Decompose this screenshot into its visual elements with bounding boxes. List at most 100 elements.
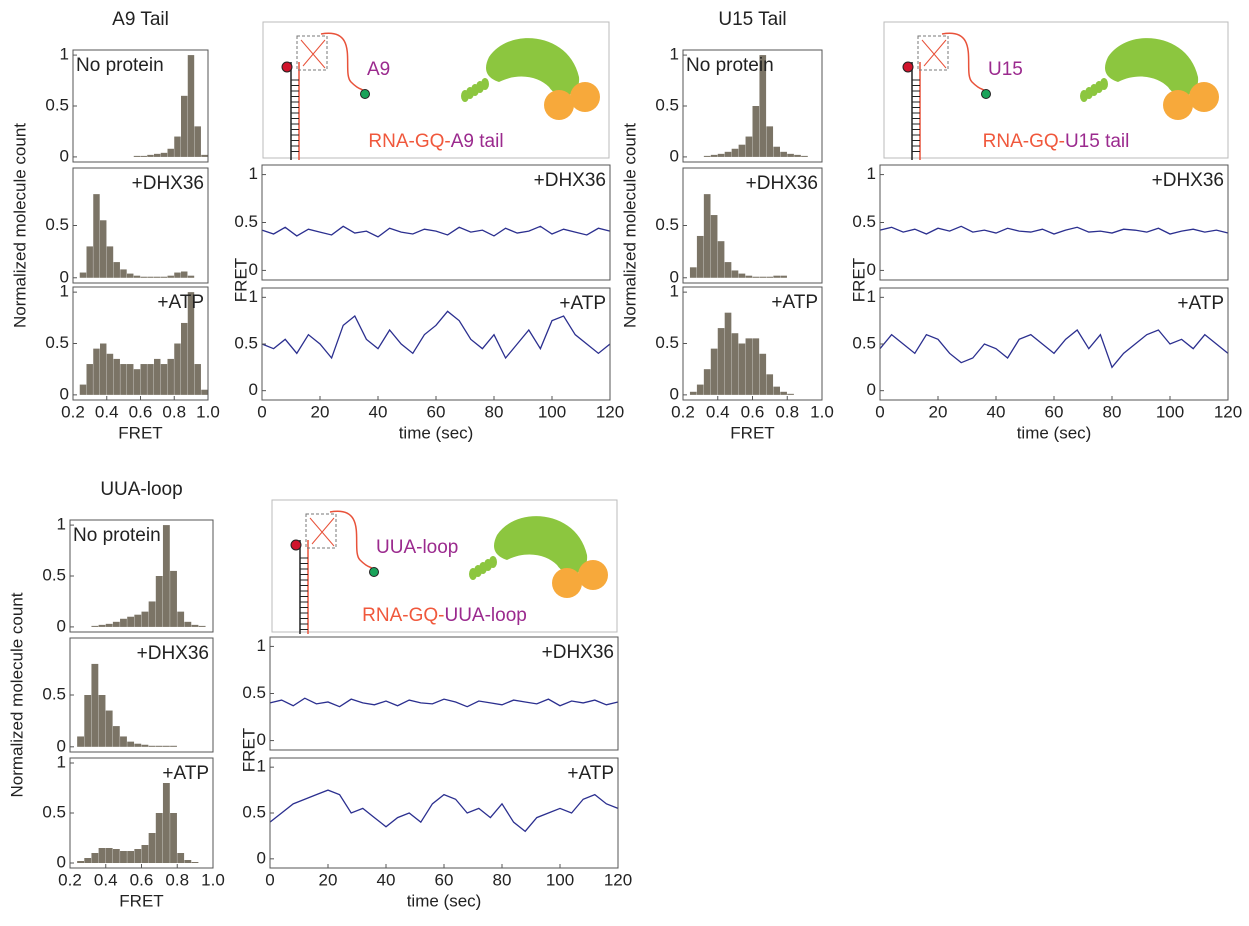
- x-tick-label: 20: [311, 402, 330, 421]
- protein-domain: [570, 82, 600, 112]
- histogram-bar: [140, 364, 147, 395]
- histogram-bar: [194, 364, 201, 395]
- condition-label: +DHX36: [542, 642, 614, 663]
- x-tick-label: 60: [427, 402, 446, 421]
- condition-label: No protein: [686, 55, 774, 76]
- histogram-bar: [745, 136, 753, 157]
- histogram-bar: [717, 153, 725, 157]
- histogram-bar: [120, 618, 127, 627]
- construct-stem: RNA-GQ-: [983, 131, 1065, 152]
- y-axis-label: Normalized molecule count: [7, 592, 26, 797]
- histogram-bar: [174, 272, 181, 278]
- histogram-bar: [113, 358, 120, 395]
- construct-stem: RNA-GQ-: [368, 131, 450, 152]
- histogram-bar: [738, 343, 746, 395]
- histogram-bar: [120, 364, 127, 395]
- y-tick-label: 0.5: [655, 333, 679, 352]
- condition-label: +ATP: [771, 292, 818, 313]
- histogram-bar: [100, 220, 107, 278]
- dhx36-protein: [494, 516, 588, 574]
- histogram-bar: [112, 726, 120, 747]
- y-axis-label: Normalized molecule count: [10, 123, 29, 328]
- acceptor-dye: [902, 61, 914, 73]
- x-tick-label: 80: [1103, 402, 1122, 421]
- histogram-bar: [801, 155, 808, 157]
- x-tick-label: 120: [1214, 402, 1242, 421]
- histogram-bar: [689, 267, 697, 278]
- histogram-bar: [105, 848, 113, 863]
- y-tick-label: 1: [867, 287, 876, 306]
- histogram-bar: [731, 270, 739, 278]
- histogram-bar: [148, 833, 156, 863]
- histogram-bar: [689, 391, 697, 395]
- y-tick-label: 0.5: [655, 95, 679, 114]
- histogram-bar: [745, 275, 753, 278]
- protein-domain: [544, 90, 574, 120]
- histogram-bar: [148, 745, 156, 747]
- condition-label: +ATP: [567, 763, 614, 784]
- histogram-bar: [79, 384, 87, 395]
- histogram-bar: [120, 851, 127, 863]
- x-tick-label: 0.6: [741, 402, 765, 421]
- histogram-bar: [696, 235, 704, 278]
- y-tick-label: 1: [60, 45, 69, 64]
- histogram-bar: [86, 364, 93, 395]
- histogram-bar: [155, 813, 163, 863]
- x-tick-label: 1.0: [196, 402, 220, 421]
- histogram-bar: [724, 312, 732, 395]
- histogram-bar: [191, 862, 199, 863]
- histogram-bar: [112, 621, 120, 627]
- g-quadruplex: [917, 35, 949, 71]
- histogram-bar: [780, 275, 787, 278]
- histogram-bar: [133, 369, 141, 395]
- histogram-bar: [731, 333, 739, 395]
- histogram-bar: [134, 614, 142, 627]
- histogram-bar: [170, 813, 177, 863]
- y-tick-label: 0.5: [42, 684, 66, 703]
- histogram-bar: [106, 353, 114, 395]
- y-tick-label: 0: [60, 267, 69, 286]
- condition-label: +DHX36: [1152, 170, 1224, 191]
- y-tick-label: 0: [670, 146, 679, 165]
- y-axis-label: FRET: [231, 258, 250, 302]
- y-tick-label: 0: [60, 384, 69, 403]
- histogram-bar: [141, 611, 149, 627]
- histogram-bar: [766, 126, 774, 157]
- chart-panel: 0 0.5 1 0.2 0.4 0.6 0.8 1.0 +ATP FRET: [45, 282, 219, 443]
- histogram-bar: [84, 858, 92, 863]
- histogram-bar: [105, 623, 113, 627]
- histogram-bar: [162, 525, 170, 627]
- histogram-bar: [120, 736, 127, 747]
- fret-trace: [879, 225, 1229, 235]
- histogram-bar: [84, 695, 92, 747]
- histogram-bar: [154, 358, 161, 395]
- histogram-bar: [187, 292, 195, 395]
- histogram-bar: [194, 126, 201, 157]
- histogram-bar: [127, 364, 134, 395]
- histogram-bar: [759, 353, 767, 395]
- histogram-bar: [113, 262, 120, 278]
- x-tick-label: 0.6: [130, 870, 154, 889]
- dhx36-protein: [486, 38, 580, 96]
- histogram-bar: [93, 194, 100, 278]
- histogram-bar: [91, 663, 99, 747]
- histogram-bar: [91, 853, 99, 863]
- y-tick-label: 0: [257, 730, 266, 749]
- histogram-bar: [127, 616, 135, 627]
- x-tick-label: 0.2: [61, 402, 85, 421]
- tail-label: UUA-loop: [376, 537, 458, 558]
- y-tick-label: 0: [57, 852, 66, 871]
- x-tick-label: 20: [929, 402, 948, 421]
- y-tick-label: 0: [670, 267, 679, 286]
- axes-frame: [261, 287, 611, 401]
- histogram-bar: [155, 576, 163, 627]
- x-axis-label: FRET: [119, 891, 163, 910]
- protein-domain: [1189, 82, 1219, 112]
- y-tick-label: 0.5: [852, 333, 876, 352]
- x-tick-label: 0.2: [58, 870, 82, 889]
- chart-panel: 0 0.5 1 0.2 0.4 0.6 0.8 1.0 +ATP FRET: [655, 282, 833, 443]
- condition-label: +ATP: [157, 292, 204, 313]
- histogram-bar: [98, 624, 106, 627]
- histogram-bar: [766, 374, 774, 395]
- y-axis-label: FRET: [849, 258, 868, 302]
